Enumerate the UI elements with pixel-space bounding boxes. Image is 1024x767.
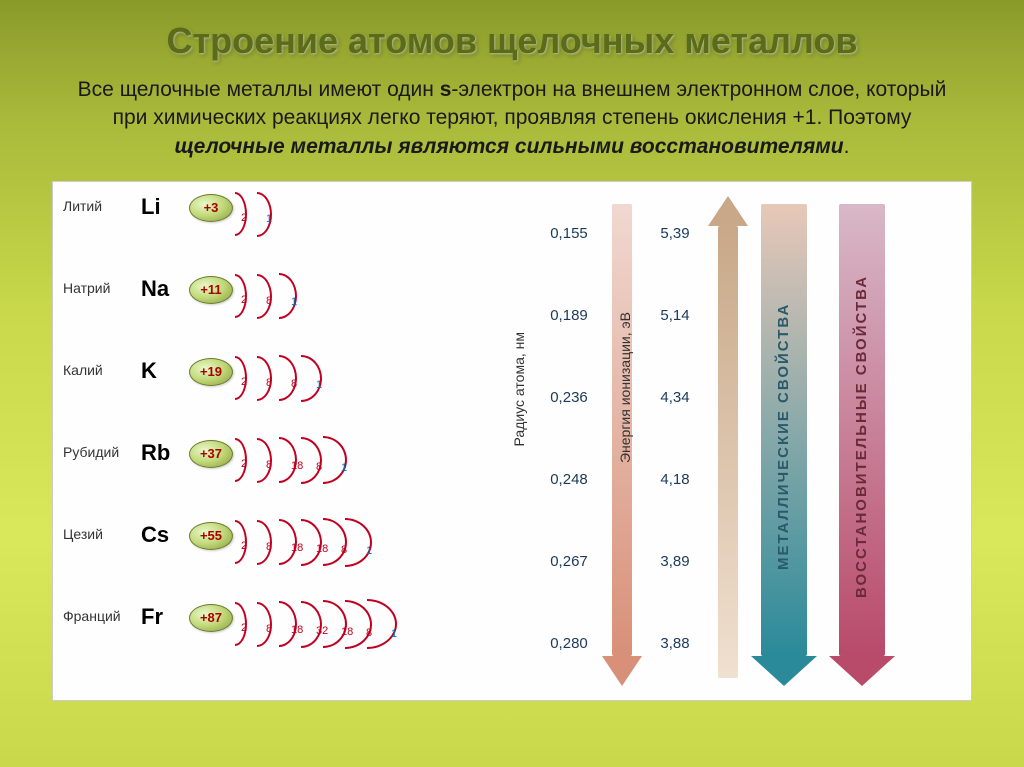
radius-value: 0,236 [533,356,605,438]
ionization-value: 5,39 [639,192,711,274]
shell-electron-count: 8 [266,623,272,635]
shell-arc [323,600,347,648]
element-symbol: Fr [141,602,189,630]
shell-electron-count: 8 [266,459,272,471]
shell-arc [367,599,397,649]
elements-column: ЛитийLi+321НатрийNa+11281КалийK+192881Ру… [53,182,533,700]
arrow-head-icon [602,656,642,686]
shell-arc [323,518,347,566]
nucleus: +55 [189,522,233,550]
ionization-arrow [718,196,738,686]
nucleus: +11 [189,276,233,304]
element-row: ЛитийLi+321 [53,192,533,274]
shell-arc [301,601,322,648]
radius-value: 0,248 [533,438,605,520]
shell-electron-count: 2 [241,212,247,224]
metallic-arrow: МЕТАЛЛИЧЕСКИЕ СВОЙСТВА [761,196,807,686]
electron-shells: 21 [235,192,533,252]
element-row: ФранцийFr+872818321881 [53,602,533,684]
shell-electron-count: 2 [241,622,247,634]
element-name: Франций [63,602,141,624]
subtitle-part: . [844,135,850,158]
shell-electron-count: 8 [266,541,272,553]
element-name: Цезий [63,520,141,542]
reducing-arrow-column: ВОССТАНОВИТЕЛЬНЫЕ СВОЙСТВА [823,182,901,700]
shell-electron-count: 1 [266,213,272,225]
ionization-value: 3,88 [639,602,711,684]
shell-electron-count: 8 [266,295,272,307]
arrow-label: МЕТАЛЛИЧЕСКИЕ СВОЙСТВА [775,236,792,636]
nucleus: +87 [189,604,233,632]
ionization-arrow-column [711,182,745,700]
ionization-value: 4,18 [639,438,711,520]
page-title: Строение атомов щелочных металлов [0,0,1024,76]
shell-electron-count: 8 [291,378,297,390]
radius-value: 0,280 [533,602,605,684]
shell-electron-count: 2 [241,294,247,306]
ionization-value: 3,89 [639,520,711,602]
subtitle-part-bold: s [440,78,452,101]
element-symbol: K [141,356,189,384]
element-row: НатрийNa+11 2 8 1 [53,274,533,356]
shell-electron-count: 8 [316,461,322,473]
radius-value: 0,267 [533,520,605,602]
diagram-panel: ЛитийLi+321НатрийNa+11281КалийK+192881Ру… [52,181,972,701]
radius-column: Радиус атома, нм 0,1550,1890,2360,2480,2… [533,182,605,700]
electron-shells: 281881 [235,438,533,498]
arrow-head-icon [708,196,748,226]
subtitle-part-italic: щелочные металлы являются сильными восст… [175,135,844,158]
shell-electron-count: 2 [241,540,247,552]
arrow-head-icon [829,656,895,686]
element-symbol: Rb [141,438,189,466]
shell-electron-count: 1 [291,296,297,308]
shell-electron-count: 1 [341,462,347,474]
electron-shells: 2 8 8 1 [235,356,533,416]
shell-arc [301,437,322,484]
element-name: Натрий [63,274,141,296]
shell-arc [301,519,322,566]
shell-arc [345,518,372,567]
element-row: РубидийRb+37281881 [53,438,533,520]
shell-arc [301,355,322,402]
element-symbol: Na [141,274,189,302]
element-name: Калий [63,356,141,378]
radius-value: 0,155 [533,192,605,274]
element-symbol: Li [141,192,189,220]
shell-electron-count: 2 [241,458,247,470]
nucleus: +3 [189,194,233,222]
ionization-column: Энергия ионизации, эВ 5,395,144,344,183,… [639,182,711,700]
radius-value: 0,189 [533,274,605,356]
subtitle: Все щелочные металлы имеют один s-электр… [0,76,1024,181]
shell-electron-count: 1 [366,545,372,557]
shell-electron-count: 1 [391,628,397,640]
electron-shells: 2 8 1 [235,274,533,334]
element-row: КалийK+19 2 8 8 1 [53,356,533,438]
element-row: ЦезийCs+5528181881 [53,520,533,602]
electron-shells: 28181881 [235,520,533,580]
element-name: Рубидий [63,438,141,460]
nucleus: +19 [189,358,233,386]
arrow-body [718,226,738,678]
ionization-value: 4,34 [639,356,711,438]
ionization-value: 5,14 [639,274,711,356]
shell-electron-count: 8 [266,377,272,389]
nucleus: +37 [189,440,233,468]
arrow-label: ВОССТАНОВИТЕЛЬНЫЕ СВОЙСТВА [853,236,870,636]
element-symbol: Cs [141,520,189,548]
radius-axis-label: Радиус атома, нм [511,332,527,446]
reducing-arrow: ВОССТАНОВИТЕЛЬНЫЕ СВОЙСТВА [839,196,885,686]
element-name: Литий [63,192,141,214]
electron-shells: 2818321881 [235,602,533,662]
shell-arc [323,436,347,484]
ionization-axis-label: Энергия ионизации, эВ [617,312,633,463]
shell-electron-count: 2 [241,376,247,388]
arrow-head-icon [751,656,817,686]
shell-electron-count: 1 [316,379,322,391]
subtitle-part: Все щелочные металлы имеют один [78,78,440,101]
metallic-arrow-column: МЕТАЛЛИЧЕСКИЕ СВОЙСТВА [745,182,823,700]
